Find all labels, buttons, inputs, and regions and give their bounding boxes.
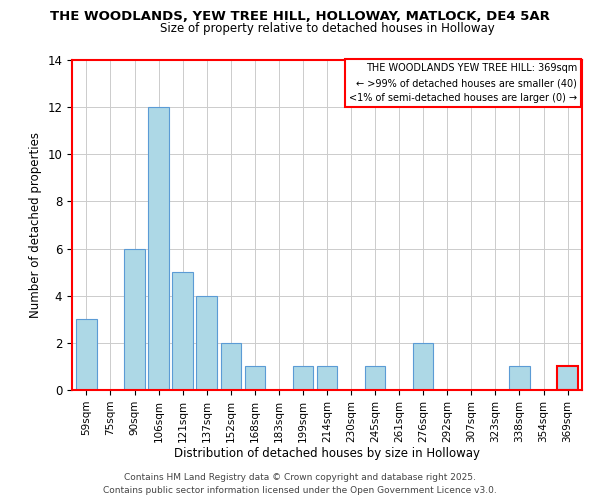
Bar: [317, 366, 337, 390]
Bar: [557, 366, 578, 390]
Bar: [293, 366, 313, 390]
Bar: [221, 343, 241, 390]
Text: Contains HM Land Registry data © Crown copyright and database right 2025.
Contai: Contains HM Land Registry data © Crown c…: [103, 474, 497, 495]
Bar: [365, 366, 385, 390]
Bar: [148, 107, 169, 390]
X-axis label: Distribution of detached houses by size in Holloway: Distribution of detached houses by size …: [174, 448, 480, 460]
Bar: [245, 366, 265, 390]
Text: THE WOODLANDS, YEW TREE HILL, HOLLOWAY, MATLOCK, DE4 5AR: THE WOODLANDS, YEW TREE HILL, HOLLOWAY, …: [50, 10, 550, 23]
Bar: [76, 320, 97, 390]
Y-axis label: Number of detached properties: Number of detached properties: [29, 132, 42, 318]
Text: THE WOODLANDS YEW TREE HILL: 369sqm
← >99% of detached houses are smaller (40)
<: THE WOODLANDS YEW TREE HILL: 369sqm ← >9…: [349, 64, 577, 103]
Bar: [196, 296, 217, 390]
Bar: [509, 366, 530, 390]
Bar: [124, 248, 145, 390]
Bar: [413, 343, 433, 390]
Bar: [172, 272, 193, 390]
Title: Size of property relative to detached houses in Holloway: Size of property relative to detached ho…: [160, 22, 494, 35]
